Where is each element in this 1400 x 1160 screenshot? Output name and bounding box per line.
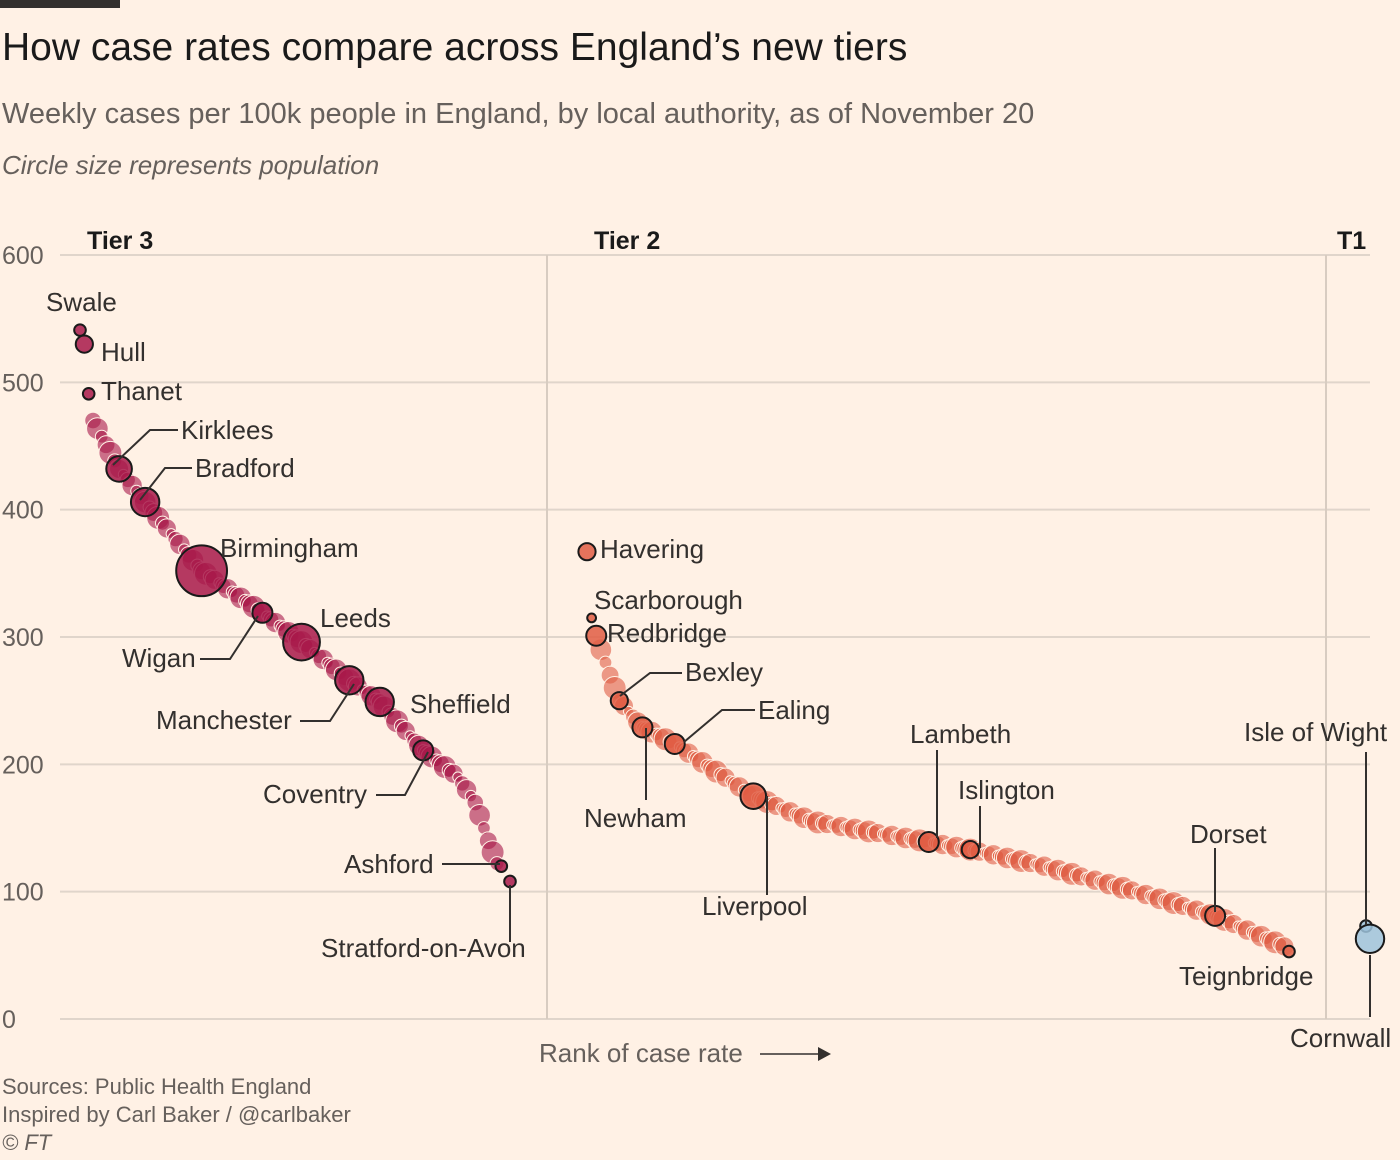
labeled-point [917, 831, 940, 854]
point-label: Newham [584, 803, 687, 833]
labeled-point [412, 739, 435, 762]
top-accent-bar [0, 0, 120, 8]
y-tick-label: 300 [2, 624, 44, 652]
labeled-point [1354, 923, 1386, 954]
point-label: Birmingham [220, 533, 359, 563]
point-label: Manchester [156, 705, 292, 735]
point-label: Bradford [195, 453, 295, 483]
labeled-point [74, 334, 94, 354]
y-tick-label: 400 [2, 497, 44, 525]
panel-title: T1 [1337, 227, 1366, 255]
leader-line [200, 615, 259, 660]
source-note: Sources: Public Health England [2, 1074, 312, 1099]
point-label: Ashford [344, 849, 434, 879]
point-label: Wigan [122, 643, 196, 673]
labeled-point [175, 544, 229, 598]
inspired-note: Inspired by Carl Baker / @carlbaker [2, 1102, 351, 1127]
copyright-note: © FT [2, 1130, 52, 1155]
point-label: Islington [958, 775, 1055, 805]
y-tick-label: 100 [2, 879, 44, 907]
leader-line [683, 709, 755, 743]
leader-line [376, 751, 429, 796]
labeled-point [609, 691, 629, 711]
chart-subtitle: Weekly cases per 100k people in England,… [2, 98, 1035, 130]
leader-line [112, 429, 178, 466]
point-label: Scarborough [594, 585, 743, 615]
labeled-point [960, 840, 980, 860]
point-label: Bexley [685, 657, 763, 687]
y-tick-label: 200 [2, 751, 44, 779]
point-label: Sheffield [410, 689, 511, 719]
labeled-point [631, 716, 654, 739]
point-label: Ealing [758, 695, 830, 725]
point-label: Redbridge [607, 618, 727, 648]
labeled-point [586, 612, 598, 624]
chart-note: Circle size represents population [2, 150, 380, 180]
labeled-point [81, 386, 96, 401]
x-axis-arrowhead [818, 1047, 831, 1061]
labeled-point [105, 455, 133, 483]
panel-title: Tier 3 [87, 227, 153, 255]
panel-title: Tier 2 [594, 227, 660, 255]
y-tick-label: 0 [2, 1006, 16, 1034]
labeled-point [663, 732, 686, 755]
point-label: Swale [46, 287, 117, 317]
point-label: Kirklees [181, 415, 273, 445]
point-label: Liverpool [702, 891, 808, 921]
point-label: Teignbridge [1179, 961, 1313, 991]
labeled-point [73, 323, 87, 337]
x-axis-label: Rank of case rate [539, 1038, 743, 1068]
point-label: Cornwall [1290, 1023, 1391, 1053]
point-label: Isle of Wight [1244, 717, 1388, 747]
labeled-point [577, 542, 597, 562]
leader-line [139, 467, 192, 501]
y-tick-label: 500 [2, 369, 44, 397]
point-label: Havering [600, 534, 704, 564]
point-label: Leeds [320, 603, 391, 633]
labeled-point [334, 665, 365, 696]
point-label: Dorset [1190, 819, 1267, 849]
labeled-point [585, 624, 608, 647]
labeled-point [129, 486, 161, 518]
leader-line [300, 683, 355, 722]
point-label: Stratford-on-Avon [321, 933, 526, 963]
labeled-point [364, 686, 395, 718]
point-label: Coventry [263, 779, 367, 809]
leader-line [619, 672, 682, 697]
labeled-point [282, 622, 321, 662]
chart-title: How case rates compare across England’s … [2, 26, 908, 69]
point-label: Thanet [101, 376, 183, 406]
point-label: Hull [101, 337, 146, 367]
labeled-point [739, 782, 768, 810]
labeled-point [1282, 944, 1296, 959]
labeled-point [494, 859, 509, 874]
y-tick-label: 600 [2, 242, 44, 270]
point-label: Lambeth [910, 719, 1011, 749]
